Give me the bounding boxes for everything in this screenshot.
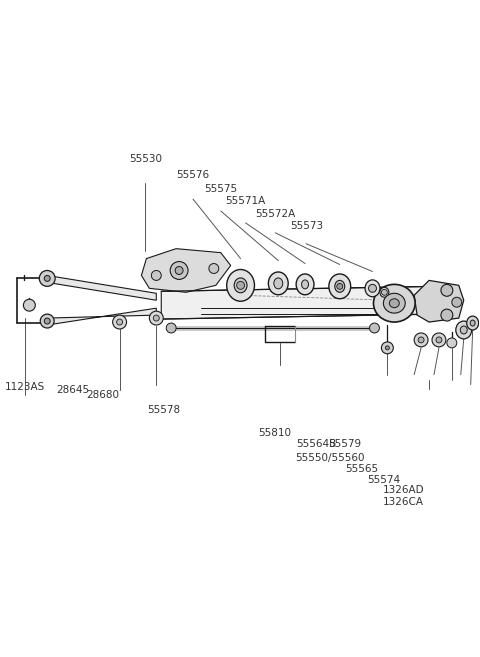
Polygon shape — [142, 248, 231, 292]
Circle shape — [382, 342, 393, 353]
Text: 55578: 55578 — [147, 405, 180, 415]
Circle shape — [441, 309, 453, 321]
Ellipse shape — [384, 293, 405, 313]
Circle shape — [39, 271, 55, 286]
Ellipse shape — [389, 299, 399, 307]
Circle shape — [170, 261, 188, 279]
Text: 55575: 55575 — [204, 184, 237, 194]
Ellipse shape — [373, 284, 415, 322]
Circle shape — [237, 281, 244, 289]
Circle shape — [385, 346, 389, 350]
Circle shape — [166, 323, 176, 333]
Text: 55550/55560: 55550/55560 — [295, 453, 365, 463]
Text: 1326AD: 1326AD — [383, 485, 424, 495]
Ellipse shape — [268, 272, 288, 295]
Circle shape — [153, 315, 159, 321]
Circle shape — [44, 318, 50, 324]
Circle shape — [432, 333, 446, 347]
Ellipse shape — [329, 274, 351, 299]
Text: 1326CA: 1326CA — [383, 497, 424, 507]
Circle shape — [436, 337, 442, 343]
Text: 55565: 55565 — [345, 464, 378, 474]
Circle shape — [337, 283, 343, 289]
Circle shape — [209, 263, 219, 273]
Text: 55579: 55579 — [328, 440, 361, 449]
Text: 55573: 55573 — [290, 221, 323, 231]
Ellipse shape — [456, 321, 472, 339]
Ellipse shape — [460, 326, 467, 334]
Polygon shape — [414, 281, 464, 322]
Circle shape — [149, 311, 163, 325]
Circle shape — [44, 275, 50, 281]
Text: 55571A: 55571A — [225, 196, 265, 206]
Circle shape — [418, 337, 424, 343]
Ellipse shape — [467, 316, 479, 330]
Circle shape — [441, 284, 453, 296]
Circle shape — [382, 289, 387, 295]
Text: 28645: 28645 — [57, 386, 90, 396]
Circle shape — [447, 338, 457, 348]
Circle shape — [370, 323, 379, 333]
Text: 1123AS: 1123AS — [5, 382, 46, 392]
Ellipse shape — [301, 280, 309, 289]
Ellipse shape — [380, 287, 389, 297]
Text: 55574: 55574 — [367, 474, 400, 485]
Circle shape — [40, 314, 54, 328]
Circle shape — [113, 315, 127, 329]
Circle shape — [414, 333, 428, 347]
Ellipse shape — [470, 320, 475, 326]
Text: 55576: 55576 — [177, 170, 210, 181]
Text: 55572A: 55572A — [255, 209, 295, 219]
Text: 55810: 55810 — [258, 428, 291, 438]
Text: 55564B: 55564B — [297, 440, 337, 449]
Circle shape — [175, 267, 183, 275]
Polygon shape — [47, 308, 156, 325]
Circle shape — [452, 297, 462, 307]
Text: 28680: 28680 — [86, 390, 119, 400]
Ellipse shape — [296, 274, 314, 295]
Ellipse shape — [274, 278, 283, 289]
Ellipse shape — [234, 278, 247, 293]
Circle shape — [369, 284, 376, 292]
Polygon shape — [47, 275, 156, 300]
Circle shape — [117, 319, 122, 325]
Circle shape — [24, 299, 36, 311]
Ellipse shape — [365, 280, 380, 297]
Ellipse shape — [335, 281, 345, 292]
Text: 55530: 55530 — [129, 154, 162, 164]
Polygon shape — [161, 286, 434, 319]
Ellipse shape — [227, 269, 254, 301]
Circle shape — [151, 271, 161, 281]
